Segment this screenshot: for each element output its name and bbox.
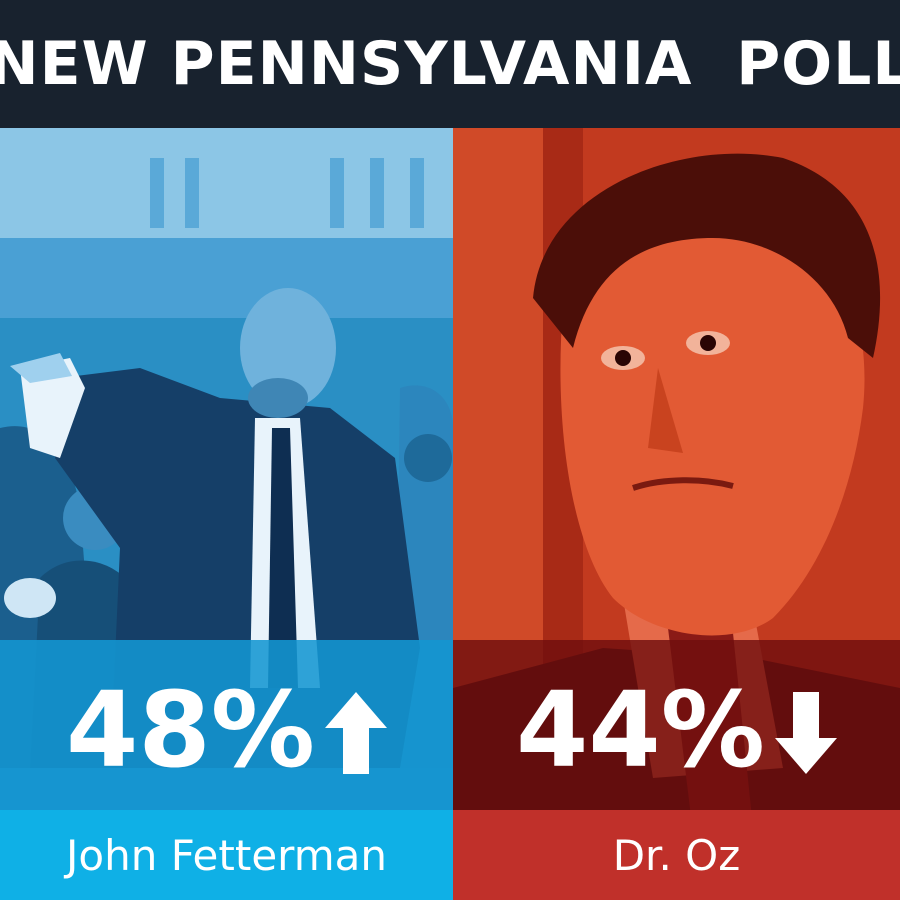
arrow-up-icon (324, 692, 387, 774)
percent-value: 44% (516, 669, 765, 791)
candidate-name: John Fetterman (66, 830, 387, 880)
header-banner: NEW PENNSYLVANIA POLL (0, 0, 900, 128)
candidate-panel-oz: 44% Dr. Oz (453, 128, 900, 900)
arrow-down-icon (774, 692, 837, 774)
name-bar-fetterman: John Fetterman (0, 810, 453, 900)
percent-value: 48% (66, 669, 315, 791)
page-title: NEW PENNSYLVANIA POLL (0, 29, 900, 99)
stat-box-oz: 44% (453, 640, 900, 820)
candidate-name: Dr. Oz (612, 830, 741, 880)
candidate-panel-fetterman: 48% John Fetterman (0, 128, 453, 900)
stat-box-fetterman: 48% (0, 640, 453, 820)
name-bar-oz: Dr. Oz (453, 810, 900, 900)
